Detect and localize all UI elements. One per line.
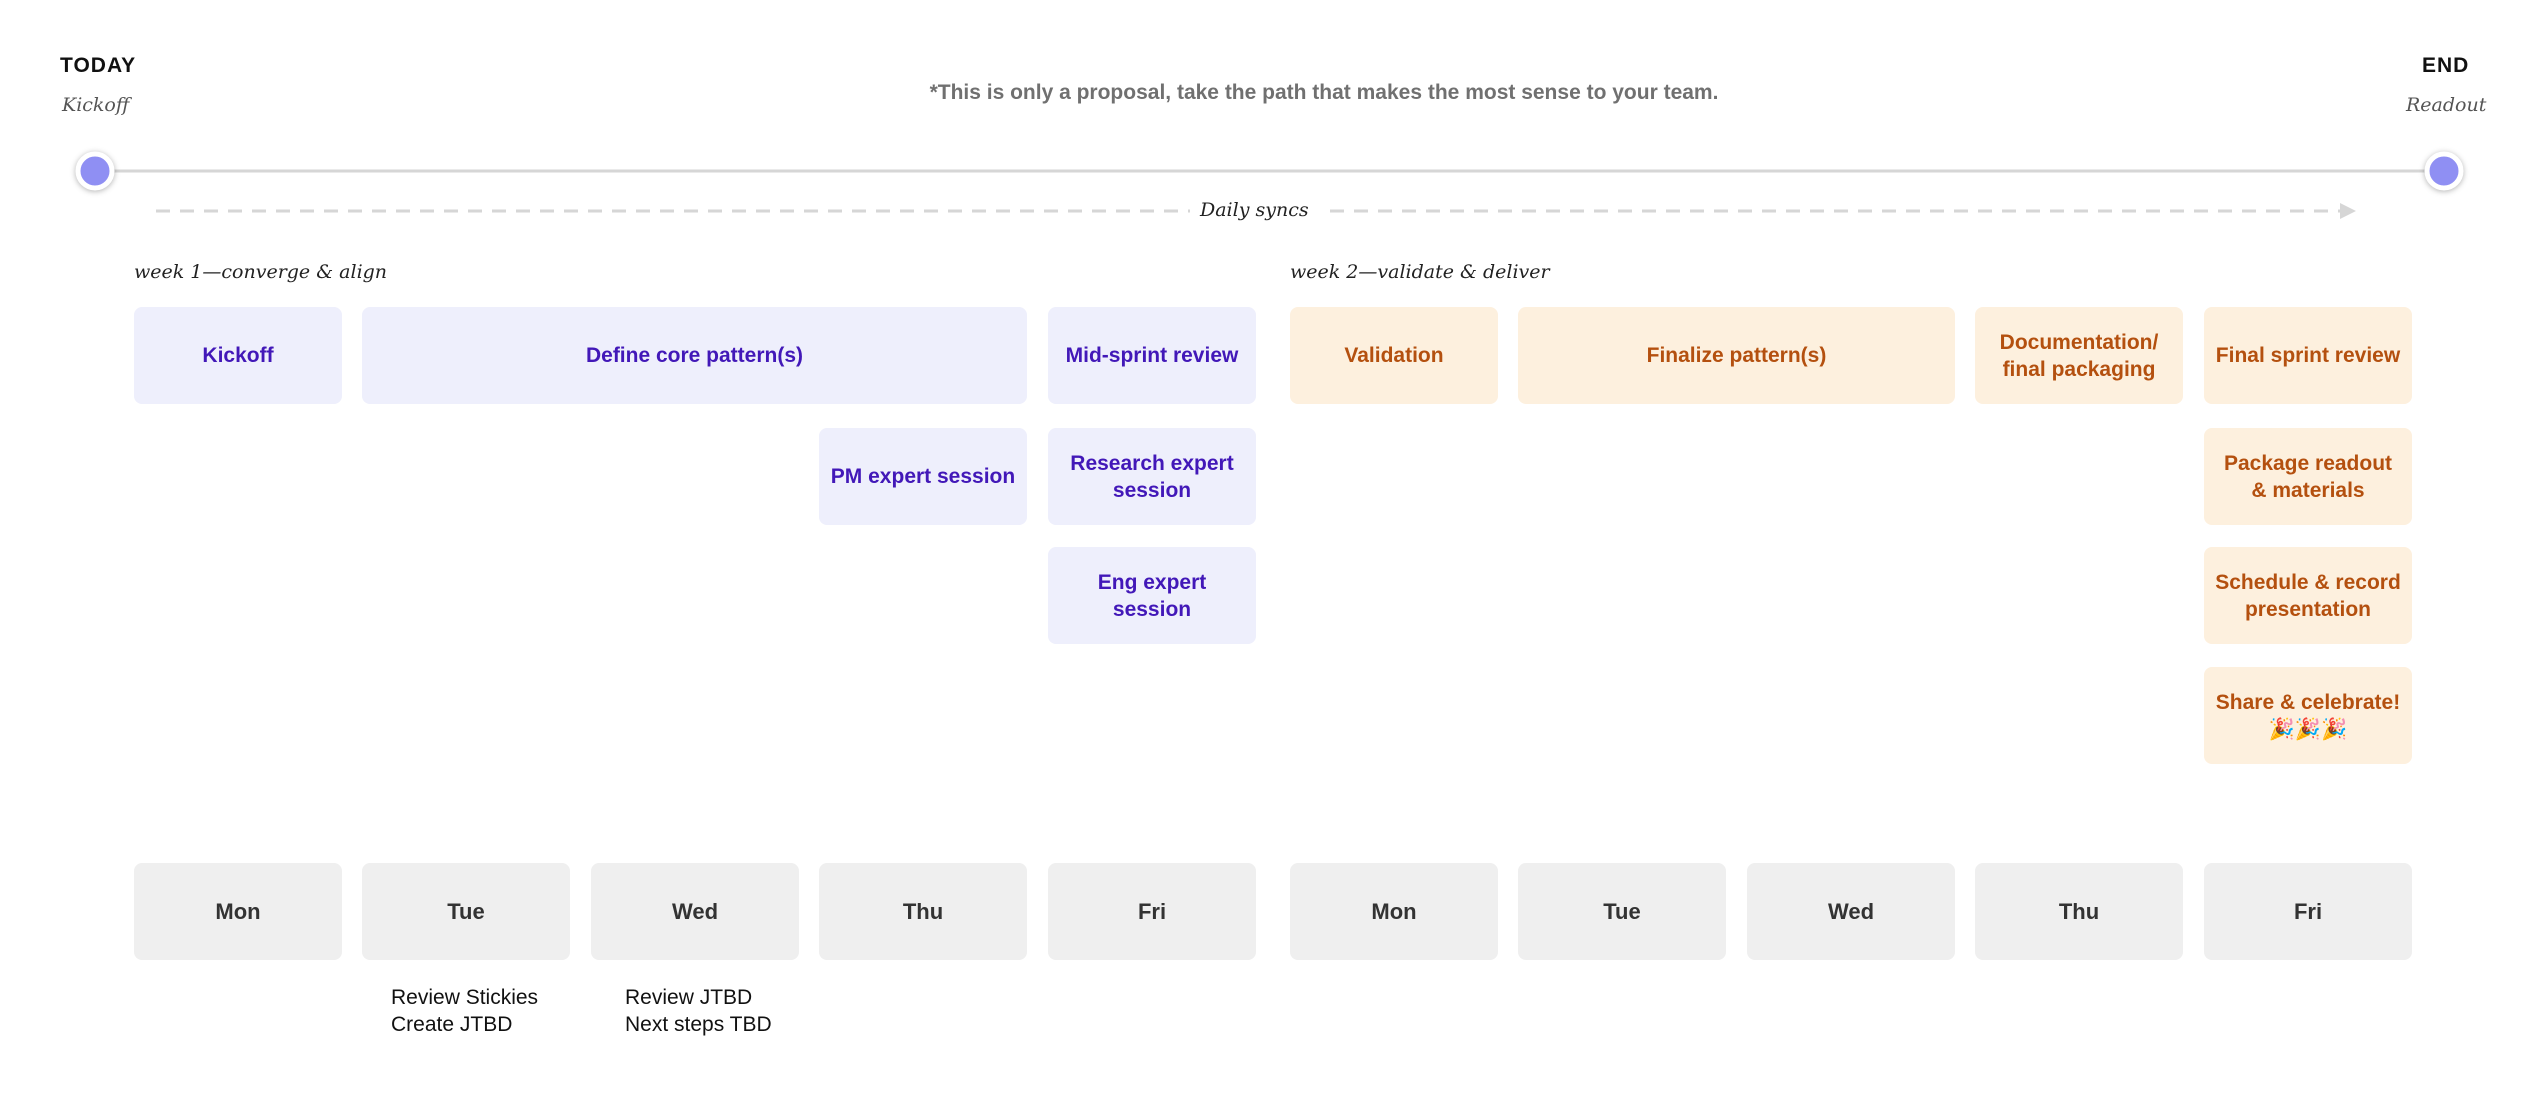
task: Documentation/ final packaging xyxy=(1975,307,2183,404)
task: Define core pattern(s) xyxy=(362,307,1027,404)
day: Mon xyxy=(1290,863,1498,960)
day: Thu xyxy=(819,863,1027,960)
start-label: TODAY xyxy=(60,54,137,77)
end-dot xyxy=(2424,151,2464,191)
day: Wed xyxy=(1747,863,1955,960)
week-title: week 2—validate & deliver xyxy=(1290,261,1550,283)
day: Fri xyxy=(1048,863,1256,960)
syncs-label: Daily syncs xyxy=(1200,199,1309,221)
task: Final sprint review xyxy=(2204,307,2412,404)
task: Share & celebrate! 🎉🎉🎉 xyxy=(2204,667,2412,764)
task: PM expert session xyxy=(819,428,1027,525)
day-note: Review JTBD xyxy=(625,986,753,1009)
task: Eng expert session xyxy=(1048,547,1256,644)
timeline xyxy=(75,151,2464,219)
sync-arrow xyxy=(2340,203,2356,219)
day: Tue xyxy=(1518,863,1726,960)
day-note: Review Stickies xyxy=(391,986,539,1009)
task: Finalize pattern(s) xyxy=(1518,307,1955,404)
task: Validation xyxy=(1290,307,1498,404)
start-dot xyxy=(75,151,115,191)
task: Schedule & record presentation xyxy=(2204,547,2412,644)
task: Kickoff xyxy=(134,307,342,404)
day: Mon xyxy=(134,863,342,960)
task: Research expert session xyxy=(1048,428,1256,525)
task: Package readout & materials xyxy=(2204,428,2412,525)
day-note: Next steps TBD xyxy=(625,1013,772,1036)
day: Fri xyxy=(2204,863,2412,960)
day: Tue xyxy=(362,863,570,960)
week-title: week 1—converge & align xyxy=(134,261,388,283)
end-sub: Readout xyxy=(2406,94,2487,116)
day: Wed xyxy=(591,863,799,960)
day: Thu xyxy=(1975,863,2183,960)
end-label: END xyxy=(2422,54,2470,77)
task: Mid-sprint review xyxy=(1048,307,1256,404)
start-sub: Kickoff xyxy=(62,94,130,116)
day-note: Create JTBD xyxy=(391,1013,513,1036)
proposal-note: *This is only a proposal, take the path … xyxy=(929,81,1719,104)
